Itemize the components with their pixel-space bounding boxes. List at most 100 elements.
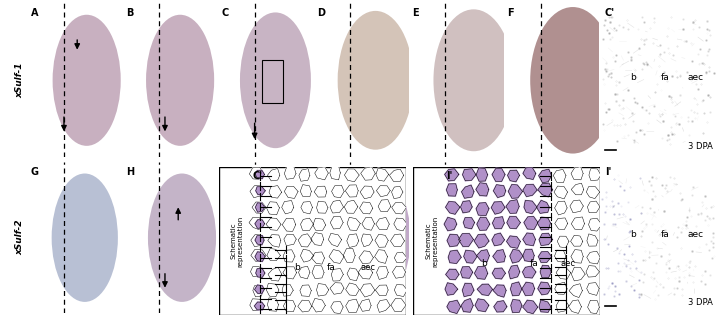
- Text: E: E: [412, 8, 419, 18]
- Polygon shape: [446, 202, 460, 214]
- Polygon shape: [537, 217, 550, 230]
- Ellipse shape: [433, 9, 514, 151]
- Polygon shape: [284, 234, 296, 246]
- Polygon shape: [507, 217, 521, 229]
- Polygon shape: [571, 235, 582, 246]
- Polygon shape: [510, 282, 522, 296]
- Ellipse shape: [434, 170, 510, 306]
- Text: xSulf-2: xSulf-2: [16, 220, 24, 255]
- Ellipse shape: [53, 15, 121, 146]
- Polygon shape: [283, 250, 295, 262]
- Polygon shape: [311, 232, 324, 245]
- Text: xSulf-1: xSulf-1: [16, 63, 24, 98]
- Polygon shape: [250, 186, 265, 198]
- Text: K: K: [412, 167, 420, 177]
- Polygon shape: [555, 218, 567, 230]
- Polygon shape: [587, 234, 598, 246]
- Polygon shape: [317, 201, 328, 213]
- Polygon shape: [524, 217, 538, 229]
- Polygon shape: [256, 203, 265, 212]
- Polygon shape: [587, 283, 599, 295]
- Polygon shape: [300, 185, 311, 197]
- Polygon shape: [266, 218, 281, 230]
- Text: I: I: [222, 167, 225, 177]
- Polygon shape: [390, 169, 404, 182]
- Ellipse shape: [338, 11, 413, 150]
- Polygon shape: [346, 283, 359, 295]
- Polygon shape: [256, 268, 265, 277]
- Polygon shape: [539, 252, 552, 262]
- Polygon shape: [554, 201, 567, 215]
- Polygon shape: [360, 186, 374, 199]
- Text: fa: fa: [661, 230, 670, 239]
- Polygon shape: [255, 220, 264, 228]
- Polygon shape: [359, 299, 371, 311]
- Polygon shape: [572, 267, 585, 281]
- Polygon shape: [268, 169, 280, 181]
- Polygon shape: [446, 184, 457, 196]
- Text: B: B: [126, 8, 133, 18]
- Polygon shape: [475, 299, 489, 312]
- Polygon shape: [329, 250, 344, 263]
- Ellipse shape: [338, 171, 410, 304]
- Polygon shape: [253, 286, 264, 297]
- Polygon shape: [523, 184, 537, 197]
- Polygon shape: [394, 218, 407, 231]
- Polygon shape: [461, 201, 472, 213]
- Polygon shape: [361, 167, 375, 180]
- Polygon shape: [522, 282, 534, 295]
- Polygon shape: [459, 233, 474, 246]
- Polygon shape: [332, 185, 344, 198]
- Polygon shape: [300, 285, 311, 296]
- Text: 3 DPA: 3 DPA: [688, 142, 713, 151]
- Polygon shape: [523, 266, 536, 278]
- Text: aec: aec: [688, 230, 703, 239]
- Polygon shape: [554, 186, 567, 199]
- Polygon shape: [252, 202, 266, 213]
- Text: aec: aec: [361, 263, 376, 272]
- Polygon shape: [492, 217, 504, 229]
- Polygon shape: [444, 217, 456, 231]
- Polygon shape: [377, 186, 390, 197]
- Polygon shape: [510, 300, 522, 313]
- Polygon shape: [328, 233, 341, 247]
- Polygon shape: [331, 269, 343, 281]
- Polygon shape: [315, 167, 328, 180]
- Polygon shape: [256, 170, 264, 179]
- Polygon shape: [445, 169, 459, 181]
- Polygon shape: [493, 285, 506, 297]
- Polygon shape: [392, 186, 403, 198]
- Polygon shape: [523, 249, 534, 262]
- Polygon shape: [492, 233, 505, 246]
- Polygon shape: [376, 218, 390, 230]
- Polygon shape: [330, 200, 343, 213]
- Polygon shape: [268, 267, 282, 281]
- Polygon shape: [347, 234, 359, 247]
- Polygon shape: [299, 169, 310, 181]
- Polygon shape: [298, 234, 312, 247]
- Polygon shape: [492, 168, 505, 182]
- Polygon shape: [589, 169, 601, 181]
- Ellipse shape: [530, 7, 616, 154]
- Polygon shape: [375, 234, 388, 247]
- Polygon shape: [284, 186, 298, 198]
- Text: Schematic
representation: Schematic representation: [231, 215, 244, 266]
- Polygon shape: [556, 301, 569, 312]
- Text: C': C': [252, 171, 263, 181]
- Polygon shape: [395, 285, 407, 297]
- Polygon shape: [464, 250, 477, 263]
- Polygon shape: [524, 201, 537, 214]
- Text: C': C': [605, 8, 615, 18]
- Polygon shape: [299, 266, 310, 279]
- Text: I': I': [605, 167, 611, 177]
- Polygon shape: [571, 250, 583, 263]
- Polygon shape: [390, 234, 405, 246]
- Polygon shape: [267, 248, 280, 260]
- Text: L: L: [508, 167, 514, 177]
- Polygon shape: [586, 187, 600, 199]
- Text: aec: aec: [561, 259, 576, 267]
- Polygon shape: [586, 266, 600, 277]
- Polygon shape: [312, 298, 325, 312]
- Polygon shape: [476, 168, 487, 181]
- Polygon shape: [492, 250, 505, 262]
